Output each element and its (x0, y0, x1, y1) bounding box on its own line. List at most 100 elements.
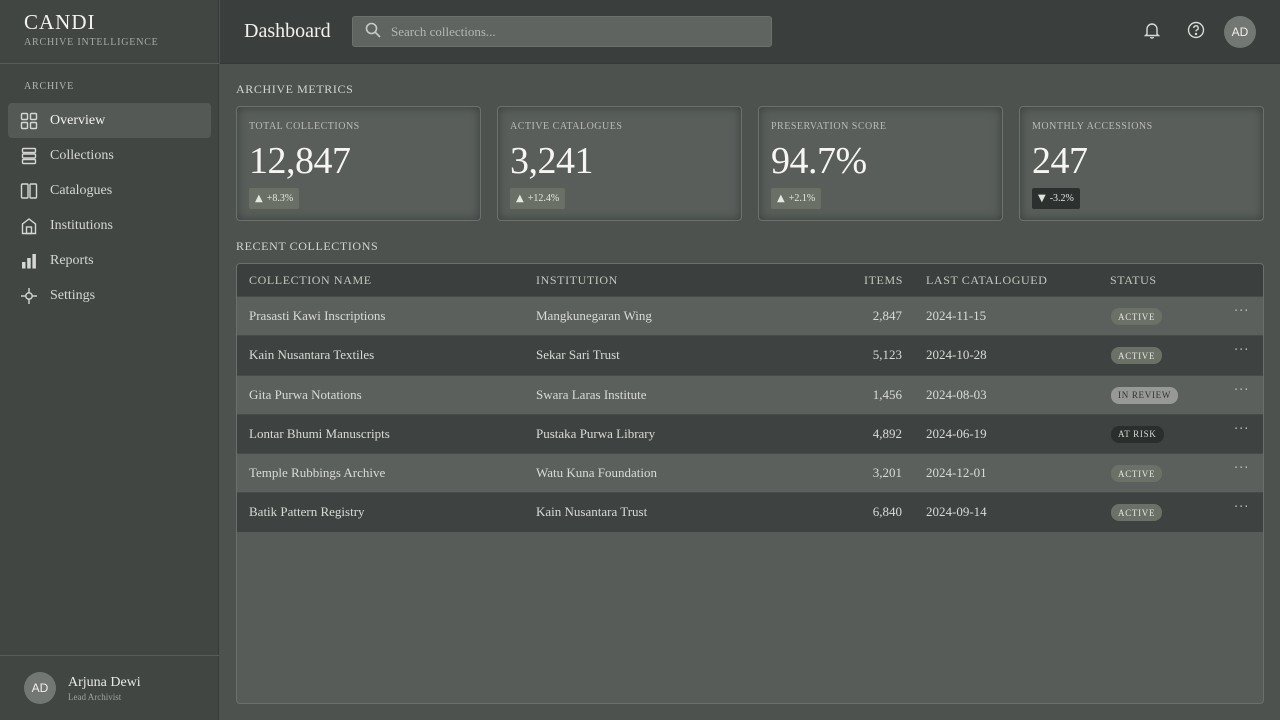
more-options-icon[interactable]: ··· (1234, 421, 1250, 437)
metric-delta: ▲ +12.4% (510, 188, 566, 209)
sidebar-item-label: Institutions (50, 217, 114, 233)
help-icon (1187, 21, 1205, 43)
institution-name: Pustaka Purwa Library (536, 425, 656, 441)
sidebar-item-label: Collections (50, 147, 114, 163)
more-options-icon[interactable]: ··· (1234, 304, 1250, 319)
table-row[interactable]: Kain Nusantara Textiles Sekar Sari Trust… (237, 335, 1263, 375)
item-count: 1,456 (872, 386, 902, 402)
metric-delta-value: +2.1% (788, 193, 816, 204)
grid-icon (20, 112, 38, 130)
metric-delta: ▲ +2.1% (771, 188, 822, 209)
column-header-items[interactable]: ITEMS (864, 273, 903, 287)
more-options-icon[interactable]: ··· (1234, 343, 1250, 359)
more-options-icon[interactable]: ··· (1234, 461, 1250, 477)
brand-subtitle: ARCHIVE INTELLIGENCE (24, 37, 159, 48)
status-badge: ACTIVE (1111, 465, 1163, 483)
profile-role: Lead Archivist (68, 691, 122, 702)
building-icon (20, 217, 38, 235)
metric-card-total-collections: TOTAL COLLECTIONS 12,847 ▲ +8.3% (236, 106, 481, 221)
item-count: 4,892 (872, 425, 902, 441)
status-badge: ACTIVE (1111, 504, 1163, 522)
sidebar-item-institutions[interactable]: Institutions (8, 208, 211, 243)
sidebar-item-label: Reports (50, 252, 94, 268)
last-catalogued-date: 2024-08-03 (926, 386, 987, 402)
arrow-up-icon: ▲ (777, 193, 785, 204)
stack-icon (20, 147, 38, 165)
metric-label: PRESERVATION SCORE (771, 121, 887, 132)
metric-label: ACTIVE CATALOGUES (510, 121, 623, 132)
header-avatar[interactable]: AD (1224, 16, 1256, 48)
metric-value: 12,847 (249, 140, 351, 182)
institution-name: Swara Laras Institute (536, 386, 647, 402)
search-bar[interactable] (352, 16, 772, 47)
institution-name: Kain Nusantara Trust (536, 504, 648, 520)
collection-name: Gita Purwa Notations (249, 386, 362, 402)
table-row[interactable]: Batik Pattern Registry Kain Nusantara Tr… (237, 492, 1263, 532)
collection-name: Prasasti Kawi Inscriptions (249, 308, 386, 323)
top-header: Dashboard AD (220, 0, 1280, 64)
metric-delta-value: -3.2% (1049, 193, 1074, 204)
metric-card-monthly-accessions: MONTHLY ACCESSIONS 247 ▼ -3.2% (1019, 106, 1264, 221)
collection-name: Batik Pattern Registry (249, 504, 365, 520)
institution-name: Mangkunegaran Wing (536, 308, 652, 323)
metric-delta-value: +12.4% (527, 193, 560, 204)
brand-title: CANDI (24, 10, 96, 34)
metrics-section-label: ARCHIVE METRICS (236, 82, 354, 96)
last-catalogued-date: 2024-11-15 (926, 308, 987, 323)
arrow-up-icon: ▲ (516, 193, 524, 204)
column-header-last-catalogued[interactable]: LAST CATALOGUED (926, 273, 1048, 287)
metric-label: MONTHLY ACCESSIONS (1032, 121, 1153, 132)
status-badge: AT RISK (1111, 425, 1164, 443)
search-input[interactable] (391, 23, 771, 40)
sidebar-section-label: ARCHIVE (24, 81, 75, 92)
recent-section-label: RECENT COLLECTIONS (236, 239, 379, 253)
table-row[interactable]: Gita Purwa Notations Swara Laras Institu… (237, 374, 1263, 414)
institution-name: Sekar Sari Trust (536, 347, 620, 363)
table-row[interactable]: Prasasti Kawi Inscriptions Mangkunegaran… (237, 296, 1263, 336)
sidebar-item-label: Catalogues (50, 182, 113, 198)
sidebar-item-reports[interactable]: Reports (8, 243, 211, 278)
status-badge: ACTIVE (1111, 308, 1163, 325)
arrow-down-icon: ▼ (1038, 193, 1046, 204)
gear-icon (20, 287, 38, 305)
profile-name: Arjuna Dewi (68, 674, 141, 690)
table-row[interactable]: Lontar Bhumi Manuscripts Pustaka Purwa L… (237, 413, 1263, 454)
help-button[interactable] (1186, 21, 1206, 43)
arrow-up-icon: ▲ (255, 193, 263, 204)
book-icon (20, 182, 38, 200)
metric-card-preservation-score: PRESERVATION SCORE 94.7% ▲ +2.1% (758, 106, 1003, 221)
table-row[interactable]: Temple Rubbings Archive Watu Kuna Founda… (237, 453, 1263, 493)
metric-label: TOTAL COLLECTIONS (249, 121, 360, 132)
sidebar-item-catalogues[interactable]: Catalogues (8, 173, 211, 208)
sidebar-item-settings[interactable]: Settings (8, 278, 211, 313)
metric-delta: ▲ +8.3% (249, 188, 300, 209)
collections-table: COLLECTION NAME INSTITUTION ITEMS LAST C… (236, 263, 1264, 704)
more-options-icon[interactable]: ··· (1234, 500, 1250, 516)
column-header-name[interactable]: COLLECTION NAME (249, 273, 372, 287)
metric-value: 247 (1032, 140, 1088, 182)
collection-name: Temple Rubbings Archive (249, 465, 386, 481)
sidebar-item-collections[interactable]: Collections (8, 138, 211, 173)
metric-delta-value: +8.3% (266, 193, 294, 204)
bell-icon (1143, 21, 1161, 43)
institution-name: Watu Kuna Foundation (536, 465, 657, 481)
item-count: 5,123 (872, 347, 902, 363)
last-catalogued-date: 2024-09-14 (926, 504, 987, 520)
column-header-institution[interactable]: INSTITUTION (536, 273, 618, 287)
metric-value: 3,241 (510, 140, 594, 182)
notifications-button[interactable] (1142, 22, 1162, 42)
sidebar: CANDI ARCHIVE INTELLIGENCE ARCHIVE Overv… (0, 0, 219, 720)
last-catalogued-date: 2024-06-19 (926, 425, 987, 441)
brand[interactable]: CANDI ARCHIVE INTELLIGENCE (24, 10, 159, 48)
collection-name: Lontar Bhumi Manuscripts (249, 425, 390, 441)
metric-value: 94.7% (771, 140, 867, 182)
profile-divider (0, 655, 219, 656)
avatar: AD (24, 672, 56, 704)
sidebar-item-overview[interactable]: Overview (8, 103, 211, 138)
column-header-status[interactable]: STATUS (1110, 273, 1157, 287)
user-profile[interactable]: AD Arjuna Dewi Lead Archivist (24, 672, 141, 704)
sidebar-nav: Overview Collections Catalogues Institut… (8, 103, 211, 313)
last-catalogued-date: 2024-10-28 (926, 347, 987, 363)
more-options-icon[interactable]: ··· (1234, 382, 1250, 398)
sidebar-divider (0, 63, 219, 64)
